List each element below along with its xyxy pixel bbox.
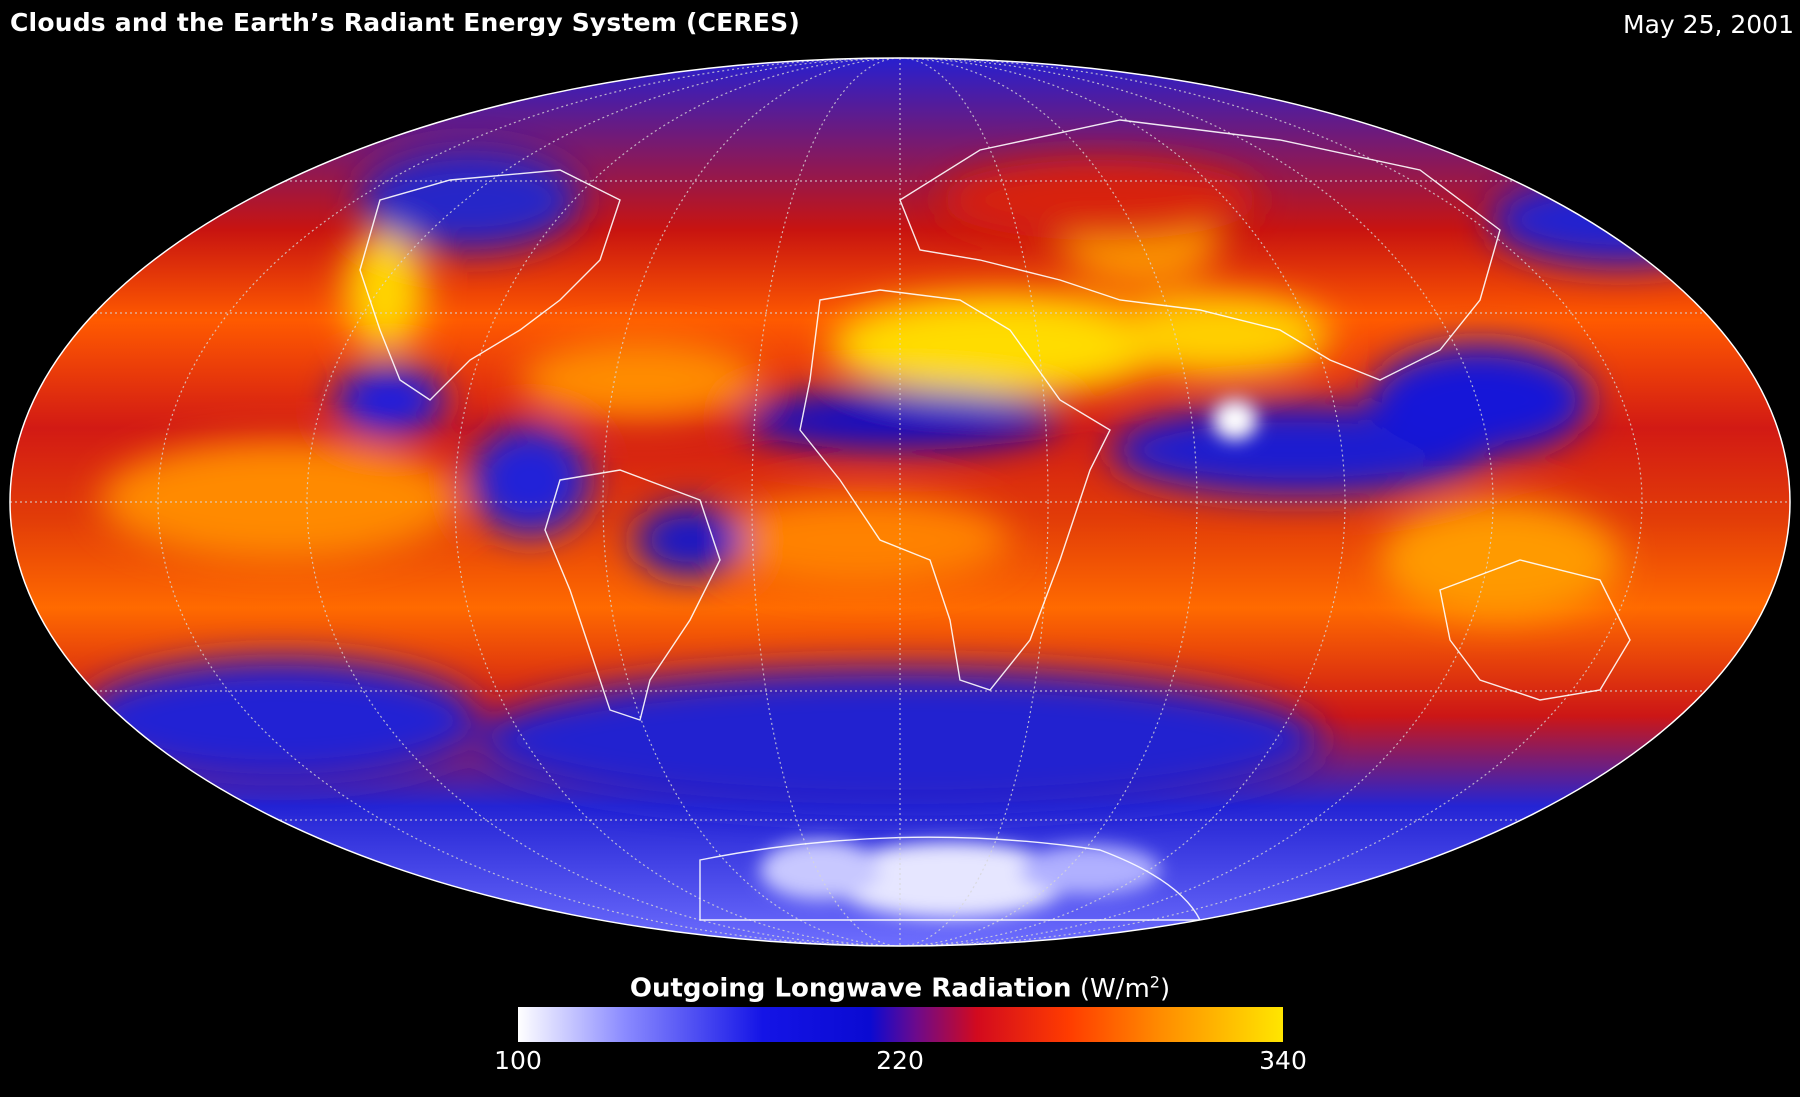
date-label: May 25, 2001: [1623, 10, 1794, 39]
colorbar-min-label: 100: [494, 1046, 542, 1075]
colorbar-max-label: 340: [1259, 1046, 1307, 1075]
page-title: Clouds and the Earth’s Radiant Energy Sy…: [10, 8, 800, 37]
legend-unit-exponent: 2: [1149, 972, 1160, 991]
legend-title: Outgoing Longwave Radiation (W/m2): [0, 972, 1800, 1004]
globe-outline: [9, 57, 1791, 947]
legend-title-text: Outgoing Longwave Radiation: [629, 973, 1072, 1004]
colorbar: [518, 1007, 1283, 1042]
legend-unit-base: (W/m: [1079, 973, 1150, 1004]
legend-unit: (W/m2): [1079, 972, 1171, 1004]
legend-unit-close: ): [1159, 973, 1171, 1004]
colorbar-mid-label: 220: [876, 1046, 924, 1075]
radiation-field: [10, 58, 1790, 946]
